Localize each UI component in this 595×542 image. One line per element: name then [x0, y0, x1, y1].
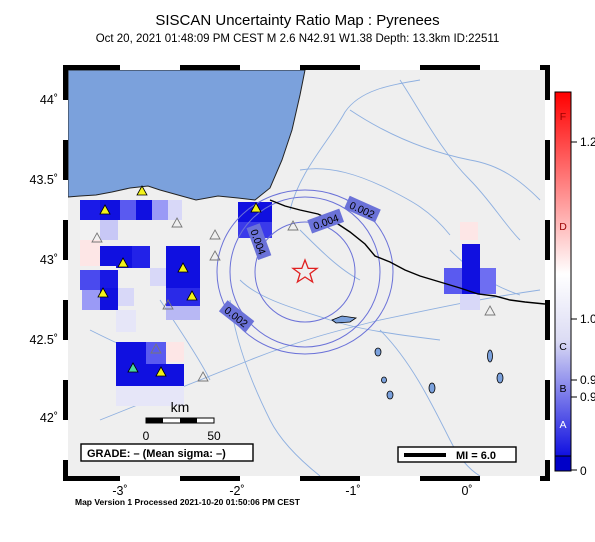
contour-label-box	[307, 208, 345, 234]
frame-ticks	[63, 65, 550, 481]
contour-label-box	[344, 195, 381, 223]
longitude-labels: -3˚ -2˚ -1˚ 0˚	[112, 484, 472, 498]
latitude-labels: 44˚ 43.5˚ 43˚ 42.5˚ 42˚	[30, 93, 59, 425]
colorbar-value: 0	[580, 464, 587, 478]
event-info: Oct 20, 2021 01:48:09 PM CEST M 2.6 N42.…	[95, 33, 500, 45]
colorbar-value: 1.0	[580, 312, 595, 326]
colorbar-value: 1.2	[580, 135, 595, 149]
lon-label: -3˚	[112, 484, 127, 498]
contour-label-box	[218, 300, 255, 333]
mi-legend: MI = 6.0	[397, 446, 517, 463]
grade-text: GRADE: – (Mean sigma: –)	[87, 448, 226, 460]
footer-processing-info: Map Version 1 Processed 2021-10-20 01:50…	[75, 497, 300, 507]
grade-letter: C	[559, 341, 567, 353]
lat-label: 42˚	[40, 411, 58, 425]
grade-letter: D	[559, 221, 567, 233]
colorbar-value: 0.9	[580, 373, 595, 387]
scale-end: 50	[207, 429, 221, 443]
bay-of-biscay	[68, 70, 306, 201]
lat-label: 42.5˚	[30, 333, 59, 347]
lon-label: -1˚	[345, 484, 360, 498]
grade-letter: B	[559, 383, 566, 395]
scale-unit: km	[171, 399, 190, 415]
grade-letter: F	[560, 111, 566, 123]
lat-label: 44˚	[40, 93, 58, 107]
epicenter-star	[291, 258, 319, 284]
scale-start: 0	[143, 429, 150, 443]
grade-letter: A	[559, 419, 566, 431]
rivers	[89, 79, 541, 476]
reservoirs	[331, 315, 504, 400]
station-reference	[127, 362, 139, 373]
scale-bar: km 0 50	[143, 399, 221, 443]
stations-active	[97, 185, 262, 377]
uncertainty-grid	[80, 200, 496, 406]
contour-label-box	[246, 223, 272, 261]
stations-inactive	[91, 217, 496, 382]
map-title: SISCAN Uncertainty Ratio Map : Pyrenees	[155, 12, 440, 29]
lon-label: -2˚	[229, 484, 244, 498]
national-border	[269, 199, 545, 305]
grade-box: GRADE: – (Mean sigma: –)	[80, 443, 254, 462]
colorbar-value: 0.9	[580, 390, 595, 404]
lat-label: 43.5˚	[30, 173, 59, 187]
mi-text: MI = 6.0	[456, 450, 496, 462]
lon-label: 0˚	[461, 484, 472, 498]
lat-label: 43˚	[40, 253, 58, 267]
uncertainty-contours	[216, 189, 394, 355]
colorbar: F D C B A 1.2 1.0 0.9 0.9 0	[554, 91, 595, 478]
